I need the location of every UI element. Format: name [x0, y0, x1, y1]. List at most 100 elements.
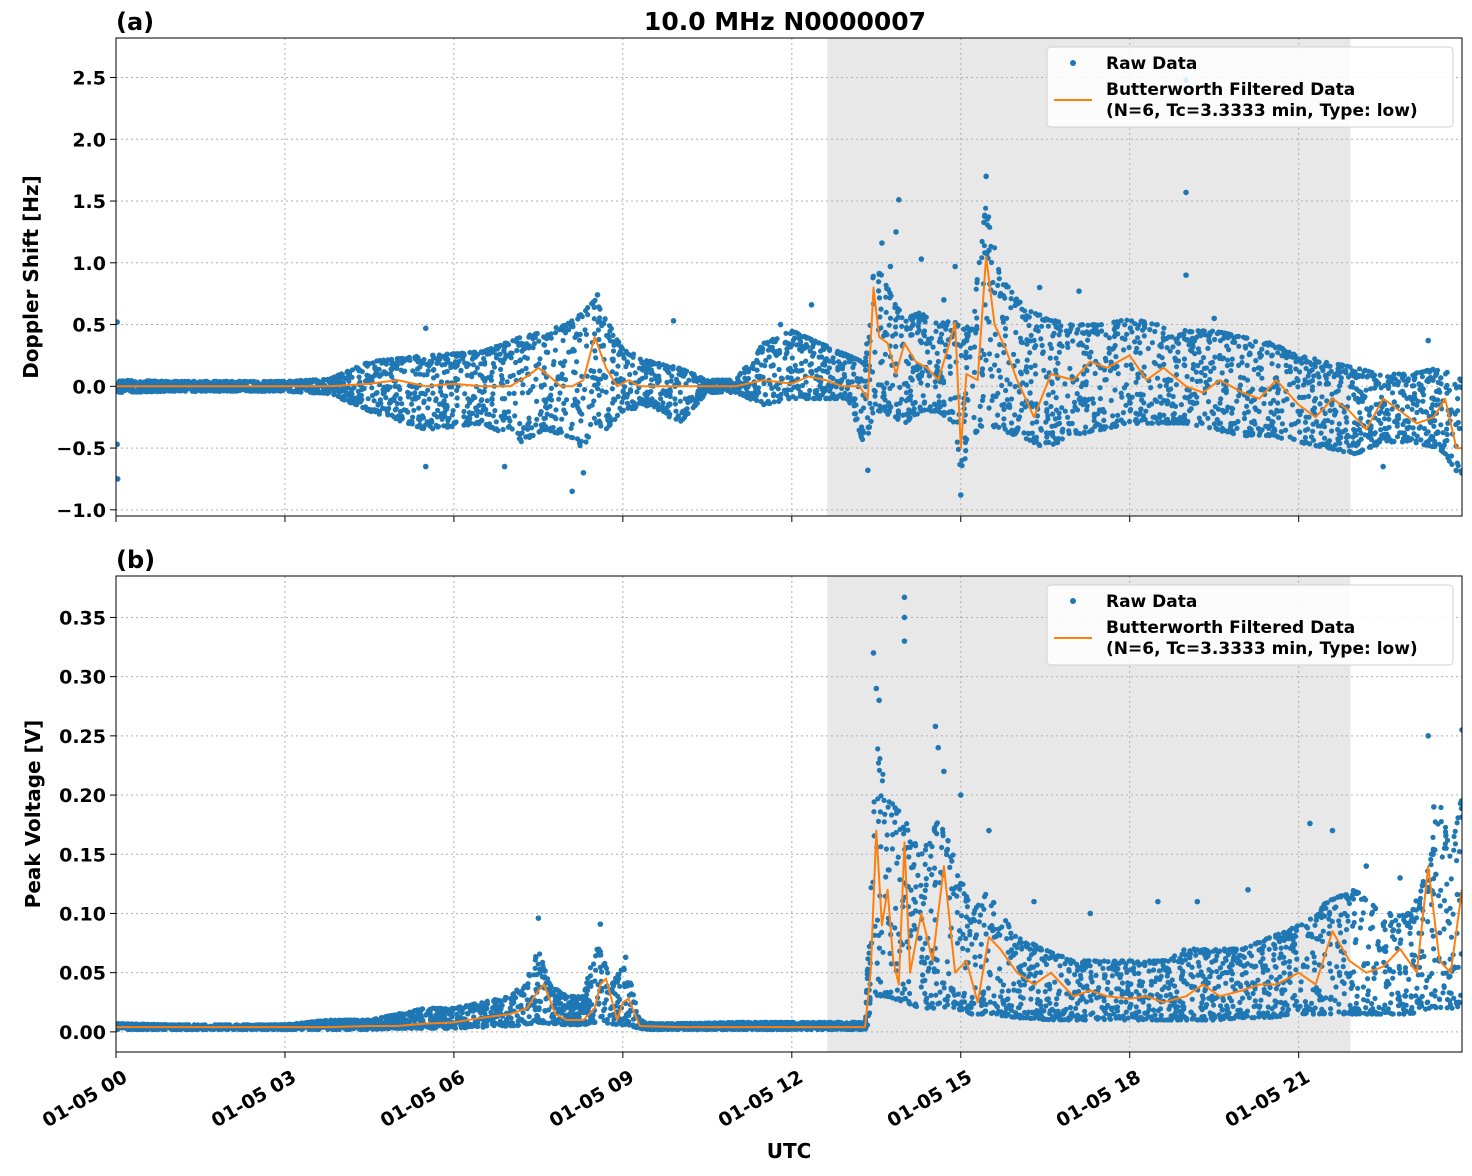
raw-data-point	[1447, 459, 1452, 464]
raw-data-point	[855, 416, 860, 421]
raw-data-point	[1223, 331, 1228, 336]
raw-data-point	[1257, 409, 1262, 414]
raw-data-point	[542, 365, 547, 370]
raw-data-point	[877, 403, 882, 408]
raw-data-point	[494, 419, 499, 424]
raw-data-point	[384, 362, 389, 367]
raw-data-point	[1426, 442, 1431, 447]
raw-data-point	[601, 321, 606, 326]
legend-filtered-params: (N=6, Tc=3.3333 min, Type: low)	[1106, 101, 1418, 121]
raw-data-point	[325, 391, 330, 396]
raw-data-spike	[423, 325, 429, 331]
raw-data-point	[1124, 318, 1129, 323]
raw-data-point	[439, 379, 444, 384]
raw-data-point	[1252, 405, 1257, 410]
raw-data-point	[579, 412, 584, 417]
raw-data-point	[1234, 399, 1239, 404]
raw-data-point	[925, 383, 930, 388]
raw-data-point	[648, 359, 653, 364]
raw-data-point	[868, 885, 873, 890]
raw-data-point	[533, 377, 538, 382]
raw-data-point	[858, 409, 863, 414]
raw-data-point	[495, 347, 500, 352]
raw-data-point	[1191, 344, 1196, 349]
raw-data-point	[1345, 433, 1350, 438]
raw-data-point	[1212, 355, 1217, 360]
raw-data-point	[166, 388, 171, 393]
raw-data-point	[1315, 371, 1320, 376]
raw-data-point	[1158, 342, 1163, 347]
raw-data-point	[615, 413, 620, 418]
raw-data-spike	[1183, 190, 1189, 196]
raw-data-point	[820, 362, 825, 367]
raw-data-point	[553, 430, 558, 435]
raw-data-point	[205, 379, 210, 384]
raw-data-point	[538, 999, 543, 1004]
raw-data-point	[630, 363, 635, 368]
raw-data-point	[456, 351, 461, 356]
raw-data-point	[896, 415, 901, 420]
raw-data-point	[1364, 388, 1369, 393]
raw-data-point	[589, 389, 594, 394]
raw-data-point	[441, 402, 446, 407]
raw-data-point	[1429, 435, 1434, 440]
raw-data-point	[560, 372, 565, 377]
raw-data-point	[826, 383, 831, 388]
raw-data-point	[534, 417, 539, 422]
raw-data-point	[552, 415, 557, 420]
raw-data-point	[689, 395, 694, 400]
raw-data-point	[507, 419, 512, 424]
raw-data-point	[1202, 411, 1207, 416]
raw-data-point	[1024, 342, 1029, 347]
raw-data-spike	[1037, 285, 1043, 291]
raw-data-spike	[778, 322, 784, 328]
raw-data-point	[656, 361, 661, 366]
raw-data-point	[494, 355, 499, 360]
raw-data-point	[922, 328, 927, 333]
raw-data-point	[401, 369, 406, 374]
raw-data-point	[673, 401, 678, 406]
raw-data-point	[897, 385, 902, 390]
raw-data-point	[777, 367, 782, 372]
raw-data-point	[289, 380, 294, 385]
raw-data-point	[1161, 362, 1166, 367]
raw-data-point	[998, 375, 1003, 380]
raw-data-spike	[879, 240, 885, 246]
raw-data-point	[993, 394, 998, 399]
raw-data-spike	[1425, 338, 1431, 344]
raw-data-point	[517, 335, 522, 340]
raw-data-point	[398, 356, 403, 361]
raw-data-point	[652, 404, 657, 409]
raw-data-point	[1135, 375, 1140, 380]
raw-data-point	[141, 380, 146, 385]
raw-data-point	[1009, 420, 1014, 425]
raw-data-point	[1196, 346, 1201, 351]
raw-data-point	[490, 391, 495, 396]
raw-data-point	[904, 398, 909, 403]
raw-data-point	[1049, 424, 1054, 429]
raw-data-point	[1289, 422, 1294, 427]
raw-data-point	[870, 410, 875, 415]
raw-data-point	[803, 359, 808, 364]
raw-data-point	[458, 368, 463, 373]
raw-data-point	[1213, 404, 1218, 409]
raw-data-point	[649, 377, 654, 382]
raw-data-point	[561, 363, 566, 368]
raw-data-spike	[865, 467, 871, 473]
raw-data-point	[1019, 946, 1024, 951]
raw-data-spike	[888, 264, 894, 270]
raw-data-point	[1453, 468, 1458, 473]
raw-data-point	[1220, 408, 1225, 413]
raw-data-point	[1407, 395, 1412, 400]
raw-data-point	[1174, 382, 1179, 387]
raw-data-point	[543, 400, 548, 405]
raw-data-point	[1065, 393, 1070, 398]
raw-data-point	[786, 396, 791, 401]
raw-data-point	[505, 379, 510, 384]
raw-data-point	[1245, 396, 1250, 401]
raw-data-point	[942, 413, 947, 418]
raw-data-point	[1053, 368, 1058, 373]
raw-data-point	[583, 439, 588, 444]
raw-data-point	[1422, 426, 1427, 431]
raw-data-point	[817, 355, 822, 360]
